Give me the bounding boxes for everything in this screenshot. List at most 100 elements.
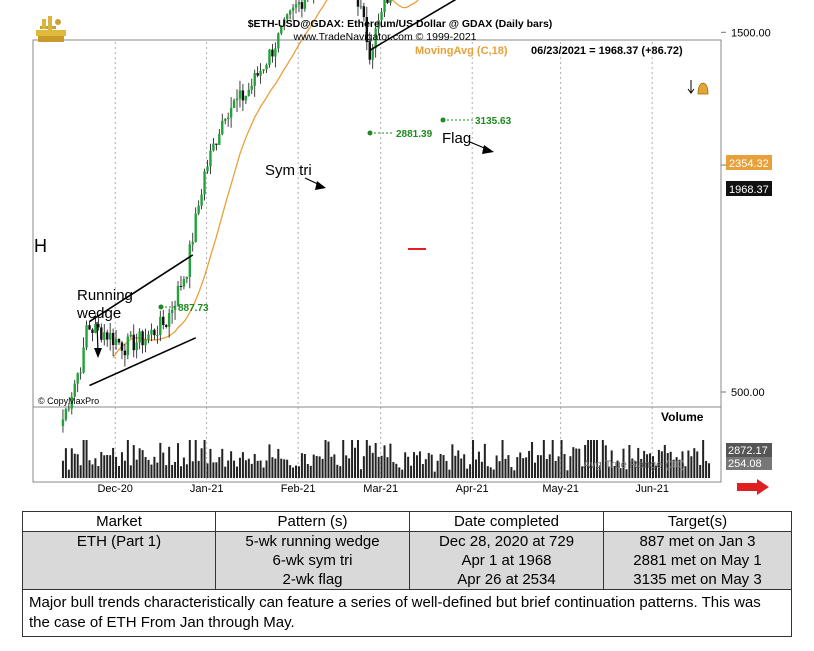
x-tick-label: Jan-21 [190, 483, 224, 495]
volume-bar [144, 457, 147, 478]
target-887-label: 887.73 [178, 303, 209, 314]
volume-bar [135, 459, 138, 478]
volume-bar [483, 443, 486, 478]
volume-bar [651, 456, 654, 478]
volume-bar [495, 455, 498, 478]
volume-bar [699, 464, 702, 478]
candle-body [356, 0, 360, 7]
volume-bar [185, 464, 188, 478]
volume-bar [247, 458, 250, 478]
volume-bar [557, 456, 560, 478]
candle-body [229, 107, 233, 118]
target-item: 3135 met on May 3 [633, 571, 762, 588]
volume-bar [560, 440, 563, 478]
volume-bar [112, 447, 115, 478]
volume-bar [333, 454, 336, 478]
volume-bar [138, 448, 141, 478]
volume-bar [657, 449, 660, 478]
volume-bar [324, 440, 327, 478]
volume-bar [410, 465, 413, 478]
quote-readout: 06/23/2021 = 1968.37 (+86.72) [531, 45, 683, 57]
volume-bar [197, 460, 200, 478]
volume-bar [604, 445, 607, 478]
candle-body [224, 119, 227, 121]
candle-body [209, 150, 212, 167]
scroll-right-arrow-icon[interactable] [737, 479, 769, 495]
volume-bar [76, 454, 79, 478]
volume-bar [501, 440, 504, 478]
volume-bar [64, 448, 67, 478]
running-wedge-label: Running wedge [76, 287, 137, 322]
volume-bar [628, 445, 631, 478]
candle-body [203, 171, 206, 195]
last-value-box [726, 181, 772, 196]
chart-title: $ETH-USD@GDAX: Ethereum/US Dollar @ GDAX… [248, 18, 553, 30]
header-market: Market [22, 511, 216, 532]
candle-body [359, 6, 363, 8]
candle-body [144, 339, 147, 346]
volume-bar [129, 465, 132, 478]
volume-bar [551, 440, 554, 478]
volume-bar [687, 450, 690, 478]
volume-bar [619, 468, 622, 478]
volume-bar [404, 452, 407, 478]
volume-bar [598, 465, 601, 478]
volume-bar [592, 440, 595, 478]
volume-bar [300, 453, 303, 478]
candle-body [64, 408, 68, 420]
running-wedge-line1: Running [77, 287, 133, 304]
volume-bar [430, 454, 433, 478]
volume-bars-group [61, 440, 711, 478]
volume-bar [354, 447, 357, 478]
candle-body [120, 342, 124, 351]
volume-bar [191, 461, 194, 478]
volume-bar [389, 443, 392, 478]
volume-bar [94, 458, 97, 478]
volume-bar [256, 460, 259, 478]
target-3135-dot [440, 117, 446, 123]
date-item: Apr 1 at 1968 [461, 552, 552, 569]
volume-bar [61, 460, 64, 478]
volume-bar [218, 457, 221, 478]
volume-bar [569, 456, 572, 478]
alert-bell-icon[interactable] [687, 80, 709, 95]
volume-bar [280, 458, 283, 478]
volume-bar [362, 456, 365, 478]
volume-bar [684, 466, 687, 478]
volume-bar [572, 447, 575, 478]
volume-bar [177, 443, 180, 478]
volume-bar [73, 453, 76, 478]
volume-bar [100, 451, 103, 478]
x-tick-label: Dec-20 [97, 483, 132, 495]
date-item: Apr 26 at 2534 [457, 571, 556, 588]
volume-bar [118, 465, 121, 478]
volume-bar [179, 466, 182, 478]
volume-bar [162, 452, 165, 478]
volume-bar [115, 456, 118, 478]
volume-bar [91, 464, 94, 478]
cell-patterns: 5-wk running wedge 6-wk sym tri 2-wk fla… [215, 531, 410, 590]
volume-bar [457, 450, 460, 478]
candle-body [368, 42, 371, 60]
volume-bar [206, 463, 209, 478]
volume-bar [601, 440, 604, 478]
candle-body [241, 90, 245, 101]
volume-bar [289, 465, 292, 478]
volume-bar [241, 452, 244, 478]
volume-bar [262, 467, 265, 478]
volume-bar [103, 455, 106, 478]
candle-body [206, 166, 209, 172]
volume-bar [330, 456, 333, 478]
sym-tri-label: Sym tri [265, 162, 312, 179]
volume-bar [554, 460, 557, 478]
pattern-table: Market Pattern (s) Date completed Target… [22, 511, 792, 637]
candle-body [288, 10, 292, 15]
volume-bar [368, 445, 371, 478]
x-tick-label: Feb-21 [281, 483, 316, 495]
volume-bar [522, 458, 525, 478]
volume-bar [295, 465, 298, 478]
candle-body [250, 85, 253, 90]
volume-bar [466, 468, 469, 478]
candle-body [123, 350, 127, 356]
volume-bar [374, 442, 377, 478]
